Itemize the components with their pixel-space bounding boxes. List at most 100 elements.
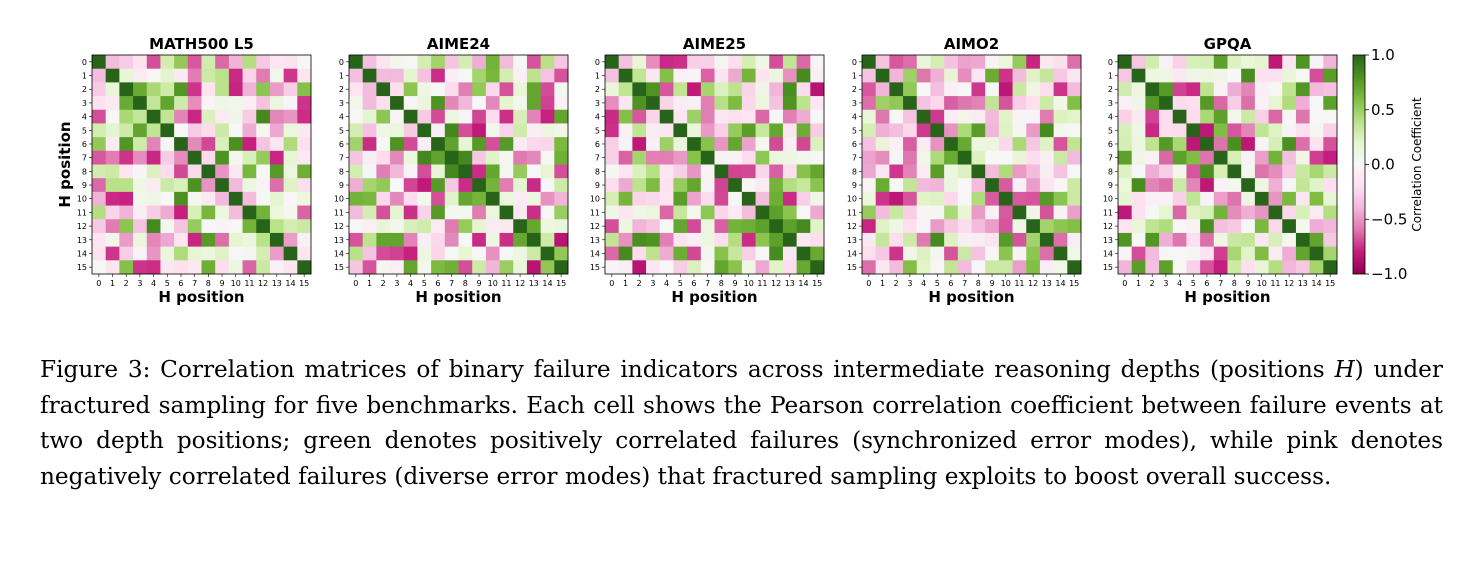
heatmap-cell (1067, 178, 1082, 193)
heatmap-cell (1039, 123, 1055, 138)
heatmap-cell (119, 232, 134, 248)
heatmap-cell (1131, 178, 1146, 193)
heatmap-cell (513, 150, 528, 165)
heatmap-cell (1172, 191, 1187, 206)
heatmap-cell (930, 68, 945, 83)
heatmap-cell (133, 232, 148, 248)
heatmap-cell (1067, 68, 1082, 83)
heatmap-cell (1039, 55, 1055, 70)
heatmap-cell (174, 82, 189, 97)
x-tick-label: 10 (1001, 279, 1011, 288)
heatmap-cell (349, 246, 364, 261)
heatmap-cell (228, 123, 243, 138)
heatmap-cell (782, 246, 798, 261)
heatmap-cell (526, 232, 542, 248)
heatmap-cell (417, 191, 432, 206)
heatmap-cell (1053, 178, 1068, 193)
heatmap-cell (485, 178, 500, 193)
heatmap-cell (228, 232, 243, 248)
heatmap-cell (1026, 191, 1041, 206)
heatmap-cell (1295, 191, 1311, 206)
heatmap-cell (700, 150, 715, 165)
heatmap-cell (971, 164, 986, 179)
heatmap-cell (1227, 219, 1242, 234)
heatmap-cell (618, 150, 633, 165)
heatmap-cell (1067, 260, 1082, 275)
heatmap-cell (673, 260, 688, 275)
heatmap-cell (228, 260, 243, 275)
y-tick-label: 14 (1103, 249, 1113, 258)
heatmap-cell (957, 178, 972, 193)
x-tick-label: 14 (1055, 279, 1065, 288)
heatmap-cell (985, 55, 1000, 70)
heatmap-cell (119, 219, 134, 234)
heatmap-cell (215, 191, 230, 206)
x-tick-label: 7 (705, 279, 710, 288)
heatmap-cell (187, 178, 202, 193)
heatmap-cell (242, 109, 257, 124)
heatmap-cell (1227, 96, 1242, 111)
x-tick-label: 6 (1204, 279, 1209, 288)
x-tick-label: 14 (1311, 279, 1321, 288)
y-tick-label: 3 (82, 99, 87, 108)
heatmap-cell (646, 205, 661, 220)
heatmap-cell (1159, 191, 1174, 206)
heatmap-cell (349, 178, 364, 193)
heatmap-cell (472, 191, 487, 206)
heatmap-cell (1323, 205, 1338, 220)
heatmap-cell (499, 150, 514, 165)
heatmap-cell (700, 123, 715, 138)
heatmap-cell (119, 123, 134, 138)
heatmap-cell (174, 219, 189, 234)
heatmap-cell (362, 205, 377, 220)
heatmap-cell (215, 123, 230, 138)
y-tick-label: 1 (1108, 72, 1113, 81)
heatmap-cell (1309, 219, 1324, 234)
heatmap-cell (362, 96, 377, 111)
heatmap-cell (875, 82, 890, 97)
heatmap-cell (349, 260, 364, 275)
heatmap-cell (1053, 246, 1068, 261)
heatmap-cell (485, 96, 500, 111)
heatmap-cell (1131, 109, 1146, 124)
heatmap-cell (390, 246, 405, 261)
heatmap-cell (971, 205, 986, 220)
heatmap-cell (472, 178, 487, 193)
heatmap-cell (1145, 96, 1160, 111)
heatmap-cell (782, 109, 798, 124)
heatmap-cell (362, 246, 377, 261)
heatmap-cell (215, 178, 230, 193)
heatmap-cell (1131, 205, 1146, 220)
heatmap-cell (605, 150, 620, 165)
x-tick-label: 8 (719, 279, 724, 288)
heatmap-cell (390, 205, 405, 220)
heatmap-cell (755, 137, 770, 152)
heatmap-cell (1039, 82, 1055, 97)
heatmap-cell (444, 109, 459, 124)
heatmap-cell (944, 123, 959, 138)
heatmap-cell (755, 150, 770, 165)
heatmap-cell (957, 123, 972, 138)
heatmap-cell (1309, 232, 1324, 248)
heatmap-cell (187, 82, 202, 97)
heatmap-cell (985, 150, 1000, 165)
heatmap-cell (916, 260, 931, 275)
heatmap-cell (283, 55, 298, 70)
heatmap-cell (458, 246, 473, 261)
heatmap-cell (1145, 191, 1160, 206)
heatmap-cell (472, 82, 487, 97)
heatmap-cell (1186, 150, 1201, 165)
heatmap-cell (1241, 246, 1256, 261)
heatmap-cell (513, 68, 528, 83)
heatmap-cell (985, 246, 1000, 261)
heatmap-cell (741, 137, 756, 152)
heatmap-cell (659, 178, 674, 193)
heatmap-cell (903, 246, 918, 261)
heatmap-cell (687, 82, 702, 97)
heatmap-cell (1172, 164, 1187, 179)
heatmap-cell (810, 232, 825, 248)
heatmap-cell (618, 109, 633, 124)
heatmap-cell (1227, 109, 1242, 124)
heatmap-cell (916, 82, 931, 97)
heatmap-panel: GPQA001122334455667788991010111112121313… (1103, 35, 1338, 306)
